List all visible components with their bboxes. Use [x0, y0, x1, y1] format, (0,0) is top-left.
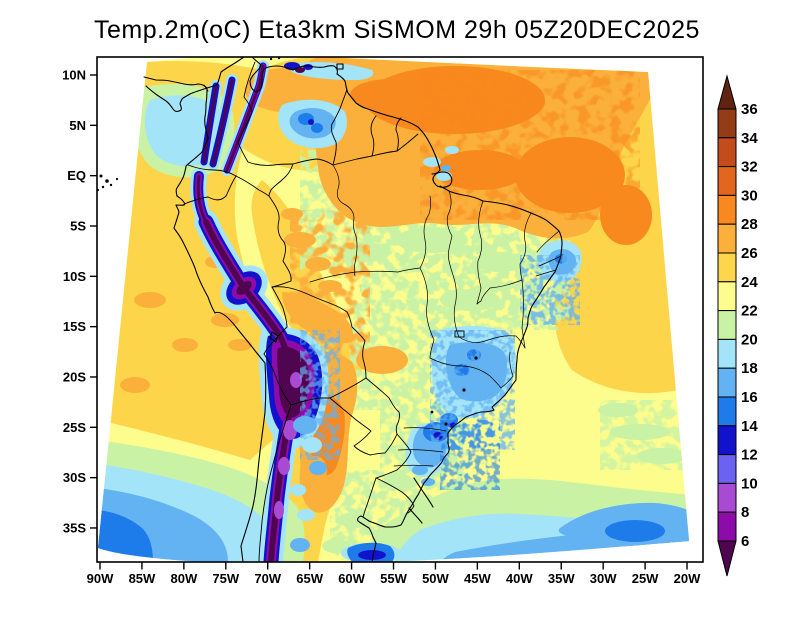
colorbar-segment — [717, 425, 737, 456]
lon-tick-label: 40W — [506, 571, 533, 586]
map-area — [97, 57, 689, 562]
state-borders — [309, 164, 562, 467]
longitude-axis: 90W 85W 80W 75W 70W 65W 60W 55W 50W 45W 40W 35W 30W 2… — [87, 562, 701, 586]
colorbar-label: 10 — [741, 475, 758, 492]
colorbar-segment — [717, 367, 737, 398]
colorbar-segment — [717, 511, 737, 542]
lat-tick-label: 10S — [63, 269, 86, 284]
colorbar-segment — [717, 108, 737, 139]
colorbar-label: 6 — [741, 533, 749, 550]
temperature-field — [98, 57, 689, 562]
colorbar-label: 12 — [741, 447, 758, 464]
lon-tick-label: 30W — [590, 571, 617, 586]
colorbar-label: 26 — [741, 245, 758, 262]
colorbar-label: 14 — [741, 418, 758, 435]
lat-tick-label: EQ — [67, 168, 86, 183]
country-borders — [183, 61, 419, 562]
field-orange-regions — [120, 57, 652, 513]
lon-tick-label: 85W — [129, 571, 156, 586]
colorbar-segment — [717, 252, 737, 283]
lon-tick-label: 25W — [632, 571, 659, 586]
lat-tick-label: 5S — [70, 218, 86, 233]
colorbar-label: 16 — [741, 389, 758, 406]
lon-tick-label: 55W — [380, 571, 407, 586]
plot-title: Temp.2m(oC) Eta3km SiSMOM 29h 05Z20DEC20… — [94, 16, 700, 44]
lat-tick-label: 15S — [63, 319, 86, 334]
colorbar-segment — [717, 137, 737, 168]
colorbar-label: 8 — [741, 504, 749, 521]
colorbar-label: 28 — [741, 216, 758, 233]
colorbar-label: 22 — [741, 303, 758, 320]
colorbar-label: 32 — [741, 159, 758, 176]
colorbar-segment — [717, 166, 737, 196]
lon-tick-label: 50W — [422, 571, 449, 586]
lat-tick-label: 25S — [63, 420, 86, 435]
small-islands — [97, 57, 478, 426]
plot-frame — [96, 56, 704, 563]
field-south-atlantic-bands — [341, 478, 689, 562]
colorbar-segment — [717, 310, 737, 340]
lon-tick-label: 35W — [548, 571, 575, 586]
colorbar-label: 34 — [741, 130, 758, 147]
lon-tick-label: 90W — [87, 571, 114, 586]
colorbar-label: 30 — [741, 187, 758, 204]
lon-tick-label: 75W — [212, 571, 239, 586]
lon-tick-label: 80W — [170, 571, 197, 586]
andes-cold-band — [190, 60, 340, 562]
colorbar-segment — [717, 223, 737, 254]
lat-tick-label: 30S — [63, 470, 86, 485]
latitude-axis: 10N 5N EQ 5S 10S 15S 20S 25S 30S 35S — [62, 68, 97, 535]
colorbar-above-arrow — [717, 74, 737, 110]
lon-tick-label: 45W — [464, 571, 491, 586]
colorbar-label: 24 — [741, 274, 758, 291]
colorbar-label: 20 — [741, 331, 758, 348]
lon-tick-label: 65W — [296, 571, 323, 586]
colorbar-segment — [717, 194, 737, 225]
colorbar-segment — [717, 454, 737, 484]
lat-tick-label: 20S — [63, 369, 86, 384]
colorbar-segment — [717, 482, 737, 513]
colorbar-segment — [717, 281, 737, 312]
lon-tick-label: 70W — [254, 571, 281, 586]
temperature-colorbar: 36 34 32 30 28 26 24 22 20 18 16 14 12 10 8 6 — [717, 74, 758, 577]
lat-tick-label: 5N — [69, 118, 86, 133]
colorbar-below-arrow — [717, 540, 737, 577]
colorbar-segment — [717, 396, 737, 427]
field-sw-ocean-bands — [98, 440, 305, 562]
colorbar-segment — [717, 338, 737, 369]
colorbar-label: 18 — [741, 360, 758, 377]
lon-tick-label: 20W — [674, 571, 701, 586]
lat-tick-label: 35S — [63, 520, 86, 535]
lon-tick-label: 60W — [338, 571, 365, 586]
lat-tick-label: 10N — [62, 68, 86, 83]
colorbar-label: 36 — [741, 101, 758, 118]
